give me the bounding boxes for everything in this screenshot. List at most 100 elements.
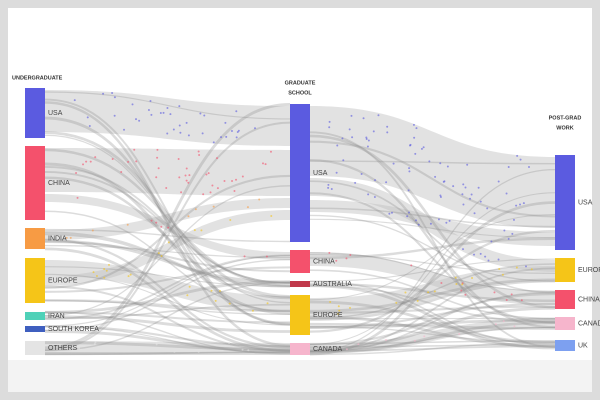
particle [205, 173, 208, 176]
particle [230, 129, 233, 132]
flow-line [44, 255, 291, 327]
particle [351, 136, 354, 139]
flow-line [44, 91, 291, 120]
particle [328, 251, 331, 254]
column-title: WORK [556, 125, 573, 131]
flow-line [44, 311, 291, 355]
particle [157, 252, 160, 255]
particle [440, 281, 443, 284]
particle [264, 163, 267, 166]
particle [207, 172, 210, 175]
column-title: SCHOOL [288, 90, 312, 96]
flow-line [44, 281, 291, 352]
particle [454, 276, 457, 279]
flow-line [309, 253, 556, 274]
node-label: UK [578, 342, 588, 349]
flow-line [44, 259, 291, 332]
particle [199, 112, 202, 115]
particle [445, 221, 448, 224]
particle [212, 205, 215, 208]
particle [515, 204, 518, 207]
particle [188, 174, 191, 177]
particle [388, 212, 391, 215]
particle [198, 153, 201, 156]
particle [501, 273, 504, 276]
particle [65, 236, 68, 239]
node-label: EUROPE [313, 312, 343, 319]
particle [224, 121, 227, 124]
particle [408, 170, 411, 173]
particle [515, 266, 518, 269]
flow-band [45, 148, 290, 196]
particle [448, 219, 451, 222]
flow-line [309, 263, 556, 319]
particle [513, 325, 516, 328]
flow-line [44, 185, 291, 317]
flow-line [44, 341, 291, 351]
particle [185, 179, 188, 182]
node-label: USA [578, 199, 593, 206]
particle [337, 312, 340, 315]
flow-line [309, 317, 556, 320]
particle [462, 203, 465, 206]
flow-line [44, 254, 291, 320]
flow-line [309, 326, 556, 351]
particle [95, 274, 98, 277]
particle [502, 320, 505, 323]
node [25, 258, 45, 303]
particle [69, 236, 72, 239]
particle [519, 158, 522, 161]
flow-line [44, 134, 291, 304]
flow-line [44, 231, 291, 287]
particle [530, 268, 533, 271]
particle [236, 131, 239, 134]
flow-line [44, 174, 291, 289]
flow-line [44, 210, 291, 312]
node [555, 290, 575, 309]
flow-line [44, 303, 291, 320]
particle [225, 135, 228, 138]
node-label: CHINA [313, 258, 335, 265]
particle [328, 120, 331, 123]
particle [135, 160, 138, 163]
node [25, 88, 45, 138]
particle [233, 190, 236, 193]
particle [165, 186, 168, 189]
particle [413, 136, 416, 139]
flow-line [309, 278, 556, 313]
particle [123, 128, 126, 131]
particle [235, 136, 238, 139]
particle [484, 255, 487, 258]
particle [507, 166, 510, 169]
particle [328, 126, 331, 129]
node-label: INDIA [48, 235, 67, 242]
particle [167, 226, 170, 229]
node-label: CHINA [578, 296, 600, 303]
particle [150, 113, 153, 116]
particle [228, 302, 231, 305]
flow-band [310, 318, 555, 354]
particle [461, 283, 464, 286]
particle [345, 348, 348, 351]
flow-line [309, 214, 556, 301]
particle [111, 157, 114, 160]
node [290, 343, 310, 355]
column-title: GRADUATE [285, 80, 316, 86]
particle [522, 202, 525, 205]
particle [329, 300, 332, 303]
flow-line [44, 325, 291, 348]
particle [178, 124, 181, 127]
particle [437, 218, 440, 221]
particle [510, 293, 513, 296]
particle [470, 193, 473, 196]
node-label: SOUTH KOREA [48, 326, 99, 333]
particle [503, 229, 506, 232]
particle [428, 160, 431, 163]
flow-line [309, 306, 556, 351]
particle [327, 183, 330, 186]
particle [160, 255, 163, 258]
particle [416, 299, 419, 302]
flow-line [309, 269, 556, 320]
particle [193, 229, 196, 232]
